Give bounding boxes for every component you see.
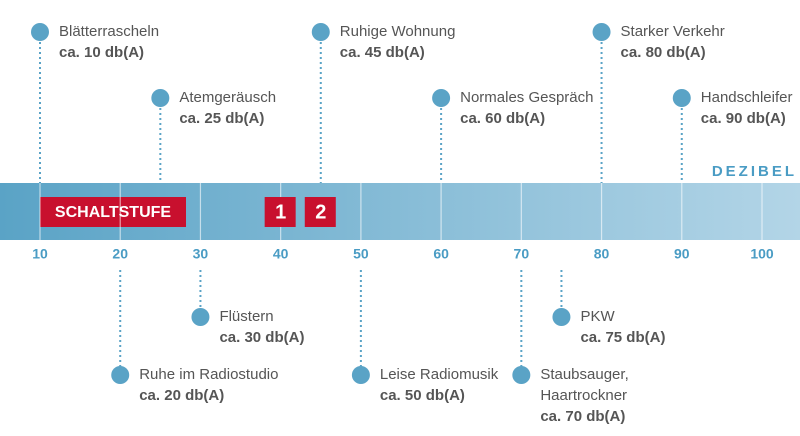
level-box (40, 197, 186, 227)
tick-label: 80 (594, 246, 610, 262)
level-step (304, 197, 336, 227)
tick-label: 60 (433, 246, 449, 262)
item-name: Handschleifer (701, 89, 793, 106)
level-step-label: 2 (315, 201, 326, 223)
tick-label: 100 (750, 246, 774, 262)
scale-title: DEZIBEL (712, 163, 797, 180)
item-level: ca. 10 db(A) (59, 44, 144, 61)
item-name: Ruhige Wohnung (340, 23, 456, 40)
tick-label: 40 (273, 246, 289, 262)
marker-dot (311, 23, 330, 41)
marker-dot (151, 89, 170, 107)
item-level: ca. 90 db(A) (701, 110, 786, 127)
item-level: ca. 45 db(A) (340, 44, 425, 61)
item-name: Starker Verkehr (621, 23, 725, 40)
tick-label: 30 (193, 246, 209, 262)
tick-label: 20 (112, 246, 128, 262)
tick-label: 10 (32, 246, 48, 262)
item-level: ca. 50 db(A) (380, 387, 465, 404)
marker-dot (672, 89, 691, 107)
marker-dot (111, 366, 130, 384)
level-label: SCHALTSTUFE (55, 204, 171, 221)
item-level: ca. 60 db(A) (460, 110, 545, 127)
item-name: Ruhe im Radiostudio (139, 366, 278, 383)
item-level: ca. 30 db(A) (219, 329, 304, 346)
item-level: ca. 80 db(A) (621, 44, 706, 61)
item-name: Leise Radiomusik (380, 366, 499, 383)
item-name: Normales Gespräch (460, 89, 593, 106)
item-name: Flüstern (219, 308, 273, 325)
item-name: Blätterrascheln (59, 23, 159, 40)
item-level: ca. 20 db(A) (139, 387, 224, 404)
item-name: Atemgeräusch (179, 89, 276, 106)
item-level: ca. 70 db(A) (540, 408, 625, 425)
item-name: PKW (580, 308, 615, 325)
tick-label: 50 (353, 246, 369, 262)
marker-dot (432, 89, 451, 107)
tick-label: 70 (514, 246, 530, 262)
item-level: ca. 25 db(A) (179, 110, 264, 127)
marker-dot (512, 366, 531, 384)
marker-dot (592, 23, 611, 41)
item-name: Haartrockner (540, 387, 627, 404)
marker-dot (351, 366, 370, 384)
item-name: Staubsauger, (540, 366, 628, 383)
level-step-label: 1 (275, 201, 286, 223)
tick-label: 90 (674, 246, 690, 262)
marker-dot (191, 308, 210, 326)
marker-dot (552, 308, 571, 326)
level-step (264, 197, 296, 227)
item-level: ca. 75 db(A) (580, 329, 665, 346)
marker-dot (31, 23, 49, 41)
